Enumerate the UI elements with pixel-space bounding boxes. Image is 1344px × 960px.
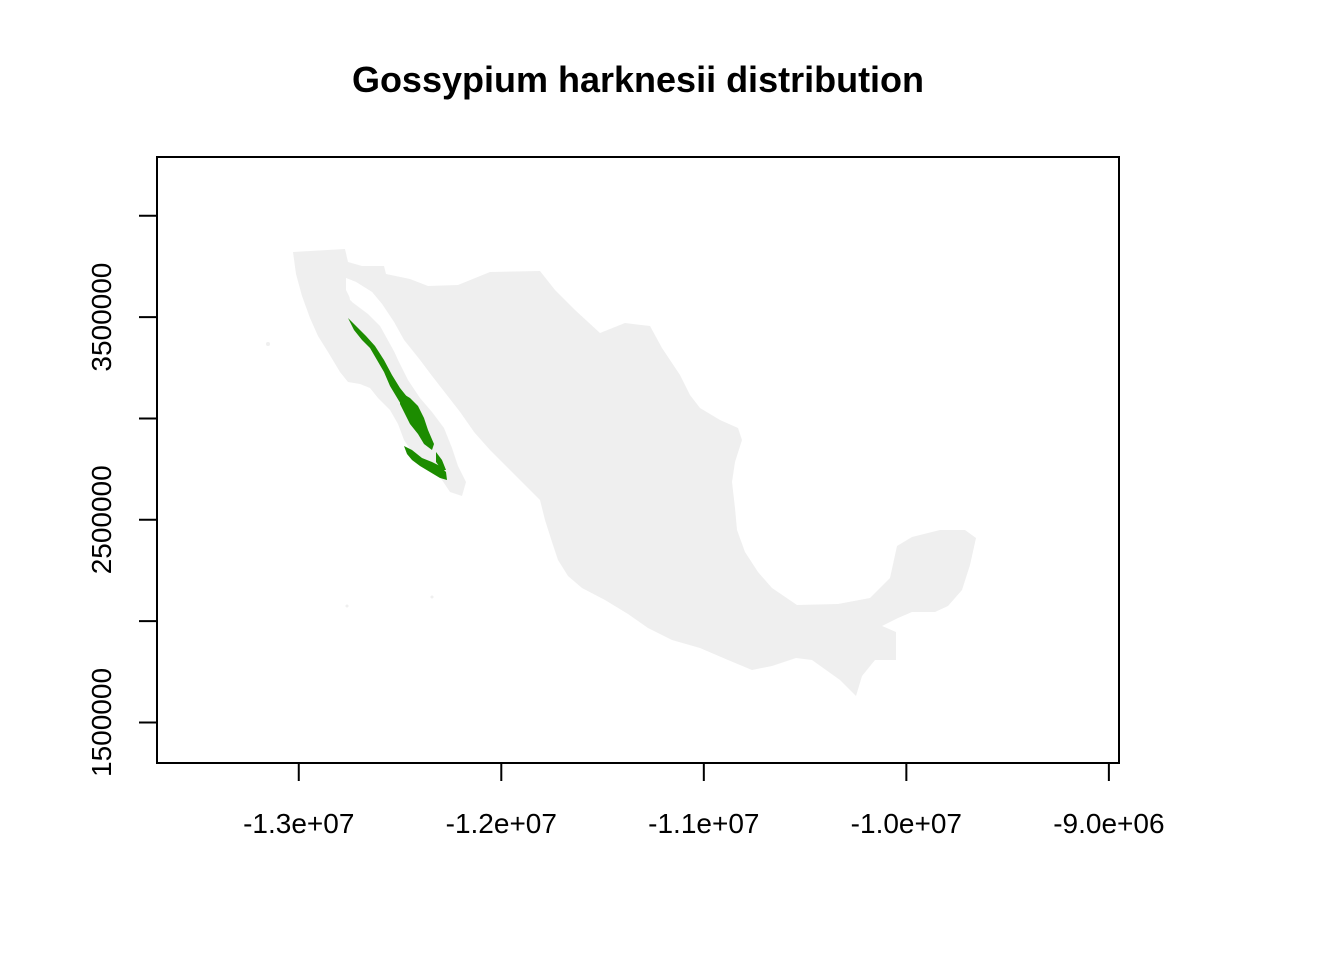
mexico-landmass [293, 249, 976, 696]
island-guadalupe [266, 342, 270, 346]
base-map-mexico [266, 249, 976, 696]
x-tick-label: -1.2e+07 [446, 808, 557, 839]
y-tick-label: 1500000 [86, 668, 117, 777]
distribution-range-central [400, 392, 434, 450]
distribution-range-south [404, 446, 447, 480]
x-axis: -1.3e+07 -1.2e+07 -1.1e+07 -1.0e+07 -9.0e+06 [243, 762, 1165, 839]
x-tick-label: -1.3e+07 [243, 808, 354, 839]
gulf-of-california [346, 278, 486, 452]
y-tick-label: 3500000 [86, 263, 117, 372]
x-tick-label: -1.0e+07 [851, 808, 962, 839]
y-axis: 1500000 2500000 3500000 [86, 214, 158, 777]
island-revillagigedo-1 [345, 604, 349, 608]
chart-title: Gossypium harknesii distribution [352, 59, 924, 100]
island-revillagigedo-2 [430, 595, 434, 599]
distribution-range-coastal [436, 452, 446, 470]
x-tick-label: -1.1e+07 [648, 808, 759, 839]
species-distribution [348, 318, 447, 480]
x-tick-label: -9.0e+06 [1053, 808, 1164, 839]
y-tick-label: 2500000 [86, 465, 117, 574]
